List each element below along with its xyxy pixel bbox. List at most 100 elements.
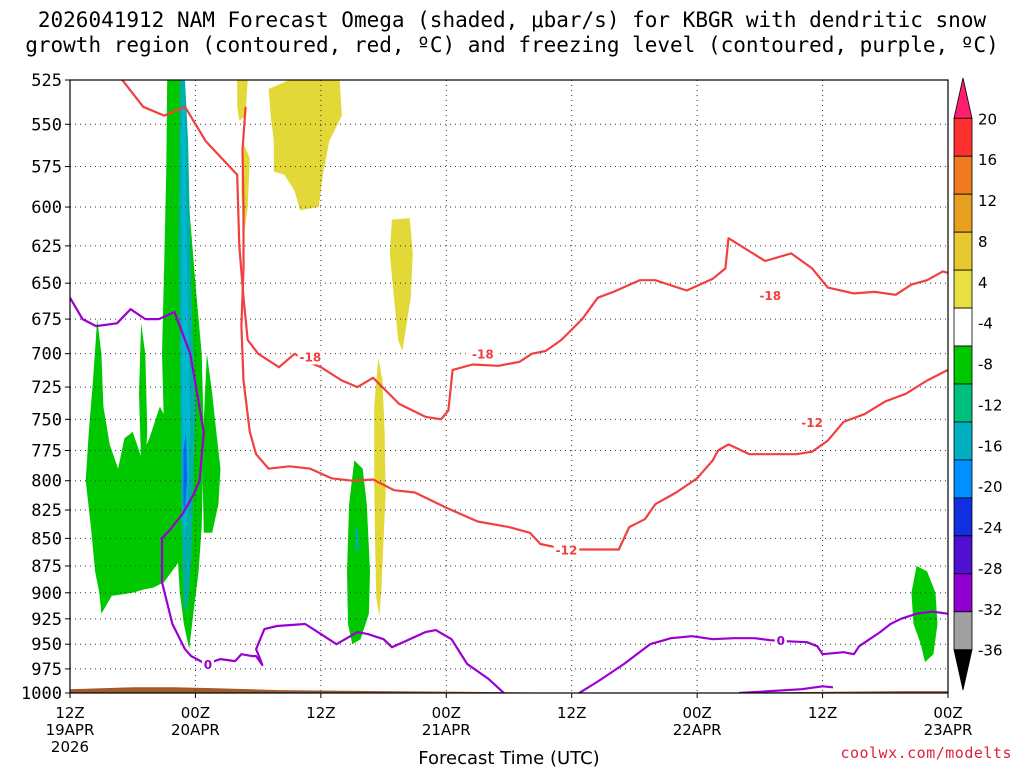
colorbar-swatch [953,611,973,651]
x-tick-label: 00Z [933,704,962,722]
colorbar-label: -8 [978,356,993,374]
colorbar-label: 20 [978,110,997,128]
y-tick-label: 675 [31,310,62,330]
contour-layer: -18 -12 -18 -18 -12 0 0 [70,80,948,693]
omega-area-cyan-column [181,106,191,539]
colorbar-swatch [953,345,973,385]
colorbar-label: -4 [978,315,993,333]
y-tick-label: 700 [31,345,62,365]
colorbar-label: -12 [978,396,1003,414]
colorbar-swatch [953,535,973,575]
dendritic-contour-1 [240,106,948,551]
colorbar-label: -36 [978,642,1003,660]
colorbar-label: -32 [978,601,1003,619]
y-tick-label: 600 [31,198,62,218]
colorbar-top-arrow [953,77,973,119]
x-tick-label: 21APR [422,721,471,739]
colorbar-label: -20 [978,478,1003,496]
axes-layer: 525 550 575 600 625 650 675 700 725 750 775 800 825 8… [21,71,972,756]
omega-shading-layer [70,80,948,693]
x-tick-label: 12Z [306,704,335,722]
x-tick-label: 12Z [55,704,84,722]
y-tick-label: 525 [31,71,62,91]
y-tick-label: 650 [31,274,62,294]
omega-area-green-left-2 [139,323,148,481]
colorbar-swatch [953,421,973,461]
freezing-label-bg [774,633,787,648]
y-tick-label: 625 [31,237,62,257]
omega-area-yellow-mid [389,218,413,351]
y-tick-label: 1000 [21,684,62,704]
x-tick-label: 00Z [432,704,461,722]
colorbar-label: 12 [978,192,997,210]
x-tick-label: 00Z [682,704,711,722]
y-tick-label: 850 [31,529,62,549]
dendritic-label-bg [797,414,828,429]
omega-area-green-mid [347,460,370,645]
dendritic-label-bg [753,287,788,302]
y-tick-label: 750 [31,410,62,430]
colorbar-swatch [953,193,973,233]
x-tick-label: 00Z [181,704,210,722]
y-tick-label: 875 [31,557,62,577]
colorbar-swatch [953,573,973,613]
chart-title-line2: growth region (contoured, red, ºC) and f… [25,33,999,57]
colorbar-label: -16 [978,437,1003,455]
x-tick-label: 19APR [46,721,95,739]
x-axis-label: Forecast Time (UTC) [418,748,599,768]
dendritic-contour-label: -18 [759,289,781,303]
colorbar-label: -28 [978,560,1003,578]
freezing-contour-label: 0 [204,658,212,672]
dendritic-label-bg [465,346,500,361]
chart-title-line1: 2026041912 NAM Forecast Omega (shaded, μ… [37,8,987,32]
colorbar-label: 4 [978,274,988,292]
y-tick-label: 725 [31,378,62,398]
colorbar-label: -24 [978,519,1003,537]
x-tick-label: 2026 [51,738,89,756]
dendritic-contour-label: -18 [472,348,494,362]
y-tick-label: 925 [31,610,62,630]
omega-area-green-column-2 [202,353,221,533]
dendritic-contour-label: -12 [556,544,578,558]
colorbar-swatch [953,383,973,423]
y-tick-label: 950 [31,635,62,655]
y-tick-label: 550 [31,115,62,135]
credit-text: coolwx.com/modelts [840,744,1012,762]
colorbar-swatch [953,155,973,195]
colorbar-swatch [953,117,973,157]
y-tick-label: 900 [31,584,62,604]
omega-area-teal-small [355,524,359,552]
colorbar-swatch [953,459,973,499]
colorbar-label: 16 [978,151,997,169]
x-tick-label: 22APR [673,721,722,739]
y-tick-label: 775 [31,442,62,462]
y-tick-label: 975 [31,660,62,680]
y-tick-label: 825 [31,501,62,521]
dendritic-contour-label: -18 [300,350,322,364]
colorbar-label: 8 [978,233,988,251]
colorbar: 20 16 12 8 4 -4 -8 -12 -16 -20 -24 -28 -32 -36 [953,77,1003,691]
omega-area-yellow-upper-3 [268,80,342,211]
dendritic-label-bg [297,350,324,365]
terrain-surface [70,687,948,693]
dendritic-contour-label: -12 [801,416,823,430]
plot-frame [69,79,949,694]
y-tick-label: 575 [31,158,62,178]
x-tick-label: 20APR [171,721,220,739]
freezing-contour-label: 0 [777,634,785,648]
freezing-contour-1 [577,610,948,693]
freezing-label-bg [201,657,214,672]
colorbar-swatch [953,307,973,347]
y-tick-label: 800 [31,472,62,492]
x-tick-label: 23APR [924,721,973,739]
omega-area-yellow-low [374,357,386,617]
omega-area-green-left [85,319,181,614]
colorbar-swatch [953,497,973,537]
dendritic-label-bg [553,543,580,558]
freezing-contour-2 [738,685,834,693]
colorbar-bottom-arrow [953,649,973,691]
omega-area-blue-column [183,431,188,510]
colorbar-swatch [953,231,973,271]
omega-area-green-right [911,566,938,663]
